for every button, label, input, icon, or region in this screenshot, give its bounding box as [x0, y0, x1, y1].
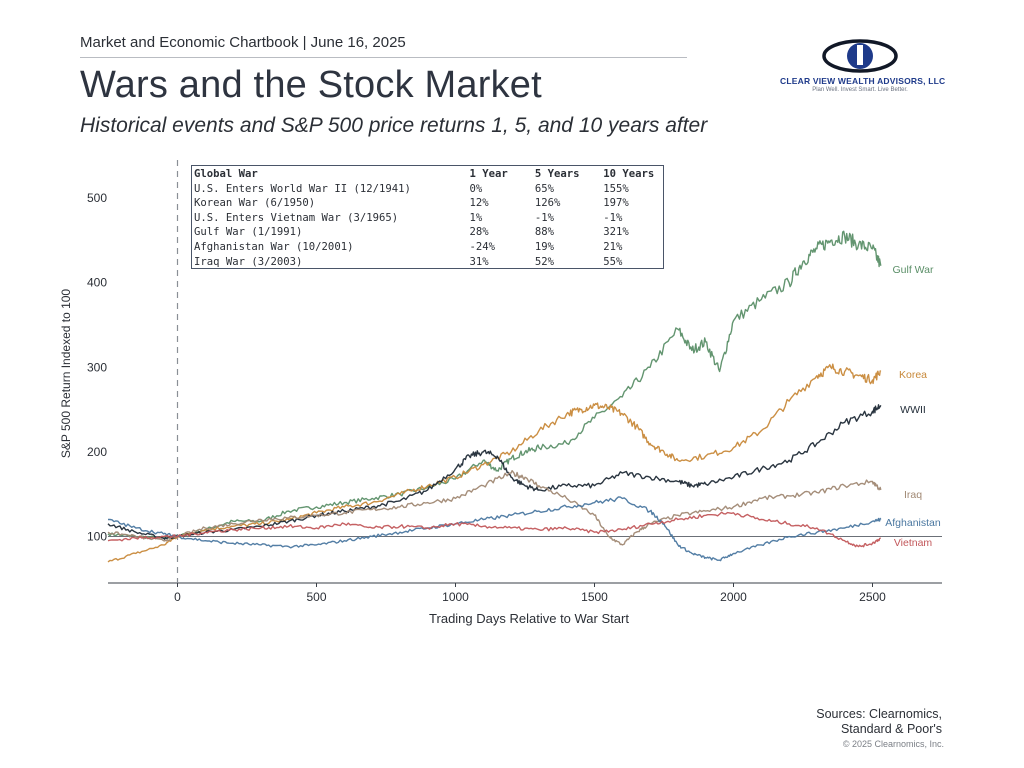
company-logo: CLEAR VIEW WEALTH ADVISORS, LLC Plan Wel… [780, 36, 946, 98]
logo-tagline: Plan Well. Invest Smart. Live Better. [812, 87, 908, 93]
table-cell: 126% [534, 197, 561, 210]
series-line-korea [107, 363, 882, 563]
header-divider [80, 57, 687, 58]
table-cell: 155% [603, 182, 629, 195]
table-header: 1 Year [469, 168, 508, 180]
x-tick-label: 1500 [581, 590, 608, 604]
sources-line: Standard & Poor's [840, 722, 942, 736]
y-tick-label: 400 [87, 276, 107, 290]
table-row: Afghanistan War (10/2001) -24% 19% 21% [194, 240, 663, 255]
table-cell: 55% [603, 255, 623, 268]
y-tick-label: 200 [87, 445, 107, 459]
table-cell: 28% [469, 226, 489, 239]
series-line-gulf-war [107, 230, 882, 540]
series-line-afghanistan [108, 496, 882, 562]
table-cell: -1% [603, 211, 623, 224]
x-tick-label: 500 [306, 590, 326, 604]
table-header: 5 Years [534, 168, 580, 180]
table-cell: 197% [603, 197, 629, 210]
copyright: © 2025 Clearnomics, Inc. [842, 739, 944, 749]
table-cell: Gulf War (1/1991) [194, 226, 303, 239]
series-label: Afghanistan [885, 517, 941, 529]
series-line-vietnam [107, 511, 881, 548]
series-label: Iraq [904, 489, 922, 501]
table-row: Iraq War (3/2003) 31% 52% 55% [194, 255, 663, 270]
y-tick-label: 100 [87, 529, 107, 543]
table-row: U.S. Enters World War II (12/1941) 0% 65… [194, 182, 663, 197]
table-cell: 88% [534, 226, 554, 239]
chartbook-header: Market and Economic Chartbook | June 16,… [80, 34, 406, 51]
table-cell: 321% [603, 226, 629, 239]
table-cell: -1% [534, 211, 554, 224]
table-cell: 1% [469, 211, 483, 224]
table-cell: 65% [534, 182, 554, 195]
y-axis-label: S&P 500 Return Indexed to 100 [59, 289, 73, 459]
series-label: Vietnam [894, 537, 933, 549]
y-tick-label: 300 [87, 360, 107, 374]
table-cell: Korean War (6/1950) [194, 197, 316, 210]
table-cell: U.S. Enters Vietnam War (3/1965) [194, 211, 399, 224]
sources-note: Sources: Clearnomics, Standard & Poor's [816, 707, 942, 737]
table-cell: -24% [469, 240, 496, 253]
x-tick-label: 2000 [720, 590, 747, 604]
logo-company-name: CLEAR VIEW WEALTH ADVISORS, LLC [780, 76, 946, 86]
series-label: WWII [900, 404, 926, 416]
table-cell: Iraq War (3/2003) [194, 255, 303, 268]
page-title: Wars and the Stock Market [80, 64, 542, 106]
table-header-row: Global War 1 Year 5 Years 10 Years [194, 167, 663, 182]
x-tick-label: 0 [174, 590, 181, 604]
sources-line: Sources: Clearnomics, [816, 707, 942, 721]
x-tick-label: 1000 [442, 590, 469, 604]
table-row: Gulf War (1/1991) 28% 88% 321% [194, 225, 663, 240]
series-label: Gulf War [892, 264, 934, 276]
table-header: Global War [194, 168, 258, 180]
table-cell: U.S. Enters World War II (12/1941) [194, 182, 411, 195]
war-returns-table: Global War 1 Year 5 Years 10 Years U.S. … [191, 165, 664, 269]
table-row: Korean War (6/1950) 12% 126% 197% [194, 196, 663, 211]
table-cell: Afghanistan War (10/2001) [194, 240, 354, 253]
table-row: U.S. Enters Vietnam War (3/1965) 1% -1% … [194, 211, 663, 226]
table-cell: 21% [603, 240, 623, 253]
table-cell: 31% [469, 255, 489, 268]
series-line-wwii [107, 404, 882, 540]
eye-icon [822, 39, 898, 73]
page-subtitle: Historical events and S&P 500 price retu… [80, 114, 708, 137]
table-cell: 0% [469, 182, 483, 195]
table-cell: 12% [469, 197, 489, 210]
series-label: Korea [899, 369, 927, 381]
x-axis-label: Trading Days Relative to War Start [429, 611, 629, 626]
x-tick-label: 2500 [859, 590, 886, 604]
series-line-iraq [107, 470, 882, 546]
table-cell: 19% [534, 240, 554, 253]
y-tick-label: 500 [87, 191, 107, 205]
table-header: 10 Years [603, 168, 655, 180]
table-cell: 52% [534, 255, 554, 268]
